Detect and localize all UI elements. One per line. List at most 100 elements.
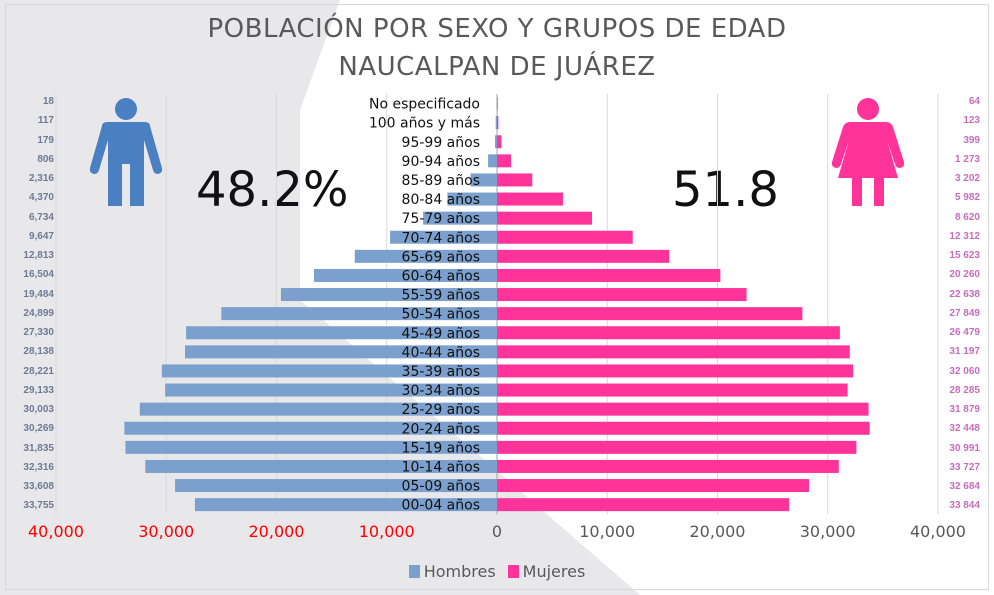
bar-mujeres	[497, 116, 499, 130]
bar-hombres	[139, 402, 498, 416]
bar-hombres	[194, 498, 498, 512]
bar-mujeres	[497, 440, 857, 454]
bar-hombres	[354, 249, 497, 263]
bar-hombres	[124, 421, 497, 435]
x-tick-label: 30,000	[800, 522, 856, 541]
bar-mujeres	[497, 326, 840, 340]
x-tick-label: 30,000	[138, 522, 194, 541]
men-percentage: 48.2%	[196, 162, 349, 218]
category-label: 55-59 años	[402, 288, 480, 304]
x-tick-label: 10,000	[359, 522, 415, 541]
women-side-value: 20 260	[949, 269, 980, 281]
category-label: 35-39 años	[402, 364, 480, 380]
bar-hombres	[221, 307, 497, 321]
x-tick-label: 40,000	[28, 522, 84, 541]
women-side-value: 31 879	[949, 404, 980, 415]
men-side-value: 33,755	[23, 500, 54, 512]
category-label: 30-34 años	[402, 383, 480, 399]
men-side-value: 806	[37, 153, 54, 165]
legend-swatch-hombres	[408, 565, 420, 578]
bar-hombres	[495, 135, 497, 149]
chart-title-line-2: NAUCALPAN DE JUÁREZ	[338, 52, 656, 82]
men-side-value: 29,133	[23, 384, 54, 396]
category-label: 40-44 años	[402, 345, 480, 361]
female-person-icon	[831, 98, 905, 206]
legend-swatch-mujeres	[507, 565, 519, 578]
bar-mujeres	[497, 459, 839, 473]
legend-label-mujeres: Mujeres	[522, 562, 586, 581]
women-side-value: 12 312	[949, 230, 980, 242]
bar-mujeres	[497, 345, 850, 359]
men-side-value: 30,003	[23, 404, 54, 415]
legend-item-mujeres: Mujeres	[507, 562, 586, 581]
women-side-value: 32 448	[949, 423, 980, 435]
men-side-value: 2,316	[28, 173, 54, 184]
category-label: 75-79 años	[402, 211, 480, 227]
bar-mujeres	[497, 498, 790, 512]
women-side-value: 32 060	[949, 365, 980, 377]
x-tick-label: 40,000	[910, 522, 966, 541]
bar-mujeres	[497, 135, 502, 149]
category-label: 85-89 años	[402, 173, 480, 189]
bar-mujeres	[497, 402, 869, 416]
bar-hombres	[423, 211, 497, 225]
men-side-value: 6,734	[28, 211, 54, 223]
women-side-value: 32 684	[949, 481, 980, 492]
bar-hombres	[165, 383, 497, 397]
chart-title-line-1: POBLACIÓN POR SEXO Y GRUPOS DE EDAD	[207, 14, 787, 44]
women-side-value: 33 844	[949, 500, 980, 512]
category-label: 00-04 años	[402, 498, 480, 514]
bar-mujeres	[497, 288, 747, 302]
men-side-value: 19,484	[23, 288, 54, 300]
men-side-value: 27,330	[23, 327, 54, 338]
bar-mujeres	[497, 192, 563, 206]
men-side-value: 33,608	[23, 481, 54, 492]
women-side-value: 64	[968, 96, 980, 107]
x-tick-label: 20,000	[690, 522, 746, 541]
category-label: 45-49 años	[402, 326, 480, 342]
women-side-value: 33 727	[949, 461, 980, 473]
women-side-value: 22 638	[949, 288, 980, 300]
bar-hombres	[447, 192, 497, 206]
category-label: No especificado	[369, 97, 480, 113]
bar-hombres	[125, 440, 498, 454]
women-side-value: 26 479	[949, 327, 980, 338]
category-label: 25-29 años	[402, 402, 480, 418]
men-side-value: 179	[37, 134, 54, 146]
x-tick-label: 10,000	[579, 522, 635, 541]
category-label: 70-74 años	[402, 230, 480, 246]
bar-hombres	[175, 479, 497, 493]
women-side-value: 30 991	[949, 442, 980, 454]
bar-mujeres	[497, 364, 854, 378]
bar-mujeres	[497, 249, 670, 263]
women-side-value: 15 623	[949, 250, 980, 261]
legend-label-hombres: Hombres	[423, 562, 496, 581]
category-label: 05-09 años	[402, 479, 480, 495]
men-side-value: 9,647	[28, 230, 54, 242]
bar-mujeres	[497, 154, 512, 168]
category-label: 100 años y más	[369, 116, 480, 132]
men-side-value: 12,813	[23, 250, 54, 261]
bar-mujeres	[497, 97, 498, 111]
bar-hombres	[161, 364, 497, 378]
women-side-value: 3 202	[954, 173, 980, 184]
category-label: 90-94 años	[402, 154, 480, 170]
category-label: 95-99 años	[402, 135, 480, 151]
category-label: 20-24 años	[402, 421, 480, 437]
chart-legend: Hombres Mujeres	[0, 562, 994, 581]
bar-hombres	[488, 154, 497, 168]
legend-item-hombres: Hombres	[408, 562, 496, 581]
x-tick-label: 20,000	[249, 522, 305, 541]
bar-hombres	[495, 116, 497, 130]
bar-hombres	[280, 288, 497, 302]
women-side-value: 8 620	[954, 211, 980, 223]
women-side-value: 27 849	[949, 307, 980, 319]
men-side-value: 4,370	[28, 192, 54, 204]
men-side-value: 28,221	[23, 365, 54, 377]
bar-hombres	[145, 459, 498, 473]
bar-hombres	[313, 268, 497, 282]
bar-mujeres	[497, 479, 810, 493]
bar-hombres	[390, 230, 497, 244]
category-label: 65-69 años	[402, 249, 480, 265]
